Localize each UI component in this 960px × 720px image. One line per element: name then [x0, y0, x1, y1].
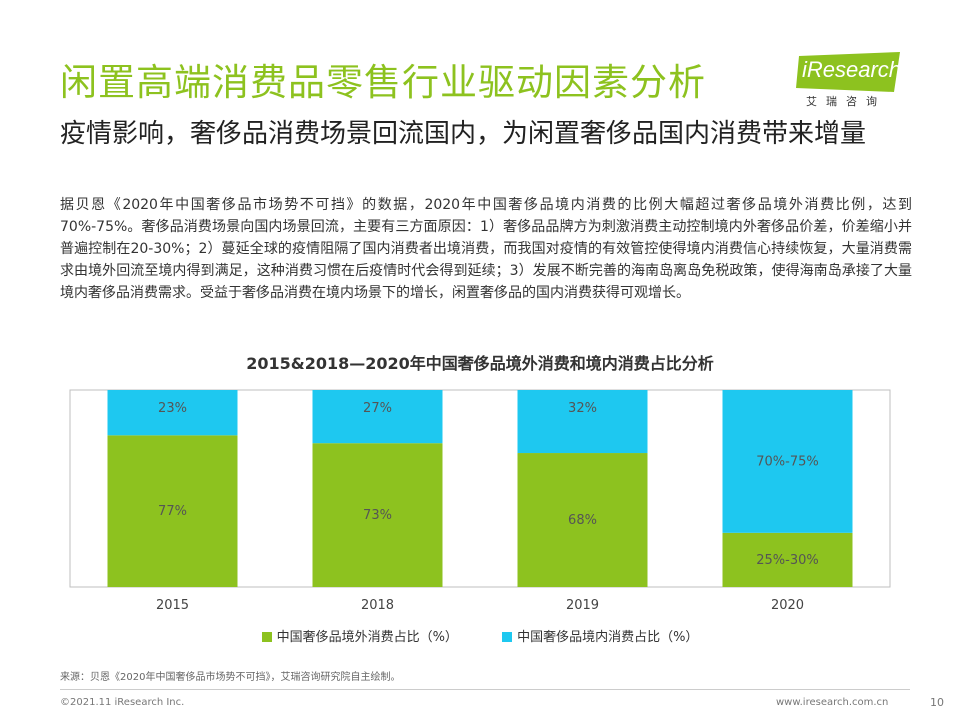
data-label-outbound-2019: 68%	[568, 513, 597, 528]
bar-segment-domestic-2015	[107, 390, 238, 436]
legend-label-domestic: 中国奢侈品境内消费占比（%）	[517, 630, 699, 645]
data-label-domestic-2019: 32%	[568, 401, 597, 416]
bar-segment-outbound-2018	[312, 443, 443, 587]
page-number: 10	[930, 696, 944, 709]
footer-copyright: ©2021.11 iResearch Inc.	[60, 697, 185, 708]
legend-swatch-domestic	[502, 632, 513, 642]
logo-subtext: 艾瑞咨询	[806, 95, 886, 108]
footer-divider	[60, 689, 910, 690]
bar-segment-outbound-2015	[107, 435, 238, 587]
x-tick-label-2019: 2019	[566, 598, 599, 613]
iresearch-logo: iResearch 艾瑞咨询	[788, 52, 913, 112]
stacked-bar-chart: 77% 23% 2015 73% 27% 2018 68% 32% 2019 25%-30% 70%…	[69, 389, 891, 613]
bar-segment-outbound-2019	[517, 453, 648, 587]
bar-segment-domestic-2020	[722, 390, 853, 533]
page-title: 闲置高端消费品零售行业驱动因素分析	[60, 61, 706, 104]
data-label-domestic-2018: 27%	[363, 401, 392, 416]
data-label-domestic-2015: 23%	[158, 401, 187, 416]
bar-segment-outbound-2020	[722, 532, 853, 587]
logo-badge-icon	[796, 52, 900, 92]
chart-title: 2015&2018—2020年中国奢侈品境外消费和境内消费占比分析	[246, 354, 714, 373]
x-tick-label-2015: 2015	[156, 598, 189, 613]
body-paragraph: 据贝恩《2020年中国奢侈品市场势不可挡》的数据，2020年中国奢侈品境内消费的…	[60, 197, 912, 301]
bar-segment-domestic-2018	[312, 390, 443, 444]
legend-swatch-outbound	[261, 632, 272, 642]
legend-item-domestic: 中国奢侈品境内消费占比（%）	[502, 626, 698, 645]
x-tick-label-2018: 2018	[361, 598, 394, 613]
data-label-outbound-2015: 77%	[158, 504, 187, 519]
logo-text: iResearch	[802, 57, 902, 82]
x-tick-label-2020: 2020	[771, 598, 804, 613]
data-label-outbound-2018: 73%	[363, 508, 392, 523]
legend-label-outbound: 中国奢侈品境外消费占比（%）	[276, 630, 458, 645]
source-note: 来源：贝恩《2020年中国奢侈品市场势不可挡》，艾瑞咨询研究院自主绘制。	[60, 672, 401, 683]
legend-item-outbound: 中国奢侈品境外消费占比（%）	[261, 626, 458, 645]
data-label-domestic-2020: 70%-75%	[756, 454, 818, 469]
chart-legend: 中国奢侈品境外消费占比（%） 中国奢侈品境内消费占比（%）	[0, 626, 960, 645]
data-label-outbound-2020: 25%-30%	[756, 553, 818, 568]
bar-segment-domestic-2019	[517, 390, 648, 454]
footer-website: www.iresearch.com.cn	[776, 697, 889, 708]
plot-area-border	[69, 389, 891, 588]
page-subtitle: 疫情影响，奢侈品消费场景回流国内，为闲置奢侈品国内消费带来增量	[60, 119, 867, 149]
